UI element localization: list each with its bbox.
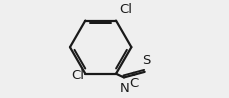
Text: S: S [142,54,150,67]
Text: N: N [119,82,128,95]
Text: Cl: Cl [119,3,131,16]
Text: Cl: Cl [71,69,84,82]
Text: C: C [129,77,138,90]
